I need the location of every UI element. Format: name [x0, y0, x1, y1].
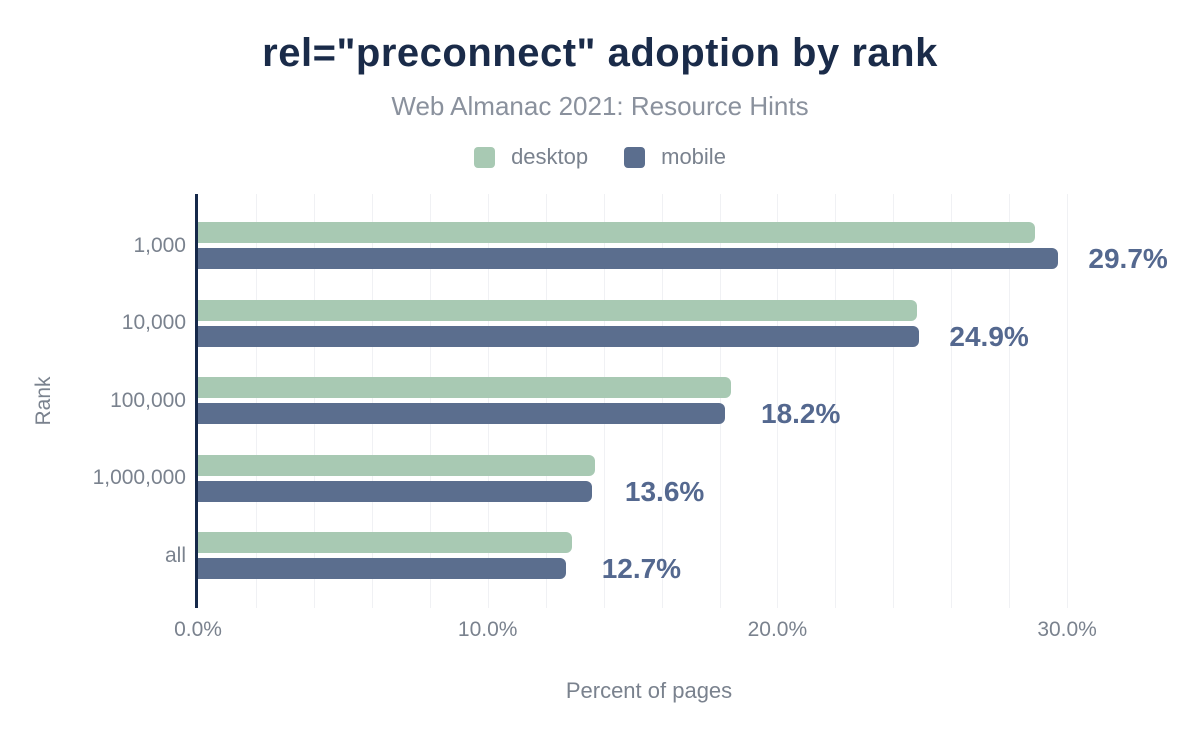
gridline — [1009, 194, 1011, 608]
bar-desktop — [198, 532, 572, 554]
legend-swatch-desktop — [474, 146, 496, 168]
bar-mobile — [198, 248, 1059, 269]
category-label: 100,000 — [110, 388, 186, 412]
bar-mobile — [198, 558, 566, 580]
gridline — [371, 194, 373, 608]
gridline — [893, 194, 895, 608]
category-label: 1,000 — [133, 233, 186, 257]
value-label: 12.7% — [601, 553, 682, 585]
x-tick-label: 10.0% — [457, 618, 518, 641]
bar-mobile — [198, 325, 920, 347]
bar-desktop — [198, 222, 1036, 243]
gridline — [255, 194, 257, 608]
x-axis-title: Percent of pages — [565, 678, 733, 703]
category-label: 1,000,000 — [92, 466, 186, 490]
bar-mobile — [198, 403, 726, 425]
gridline — [661, 194, 663, 608]
gridline — [487, 194, 489, 608]
legend-swatch-mobile — [624, 146, 646, 168]
chart-subtitle: Web Almanac 2021: Resource Hints — [391, 91, 809, 121]
x-tick-label: 20.0% — [747, 618, 808, 641]
legend-item-mobile: mobile — [624, 144, 726, 170]
legend-label-mobile: mobile — [661, 144, 726, 169]
x-tick-label: 0.0% — [174, 618, 222, 641]
gridline — [835, 194, 837, 608]
value-label: 18.2% — [761, 398, 841, 430]
plot-area: 0.0% 10.0% 20.0% 30.0% 1,000 29.7% 10,000 24.9%… — [93, 194, 1168, 641]
value-label: 13.6% — [624, 475, 705, 507]
gridline — [951, 194, 953, 608]
gridline — [719, 194, 721, 608]
value-label: 24.9% — [949, 320, 1029, 352]
bar-desktop — [198, 377, 731, 399]
y-axis-title: Rank — [32, 376, 55, 426]
category-label: all — [164, 543, 186, 567]
gridline — [777, 194, 779, 608]
gridline — [545, 194, 547, 608]
y-axis-line — [195, 194, 198, 608]
value-label: 29.7% — [1088, 243, 1168, 274]
legend-item-desktop: desktop — [474, 144, 588, 170]
gridline — [603, 194, 605, 608]
bar-desktop — [198, 454, 595, 476]
legend: desktop mobile — [0, 144, 1200, 170]
gridline — [429, 194, 431, 608]
chart-title: rel="preconnect" adoption by rank — [262, 31, 938, 75]
category-label: 10,000 — [121, 311, 186, 335]
gridline — [313, 194, 315, 608]
gridline — [1067, 194, 1069, 608]
bar-mobile — [198, 480, 592, 502]
legend-label-desktop: desktop — [511, 144, 589, 169]
bar-desktop — [198, 299, 917, 321]
x-tick-label: 30.0% — [1037, 618, 1097, 641]
